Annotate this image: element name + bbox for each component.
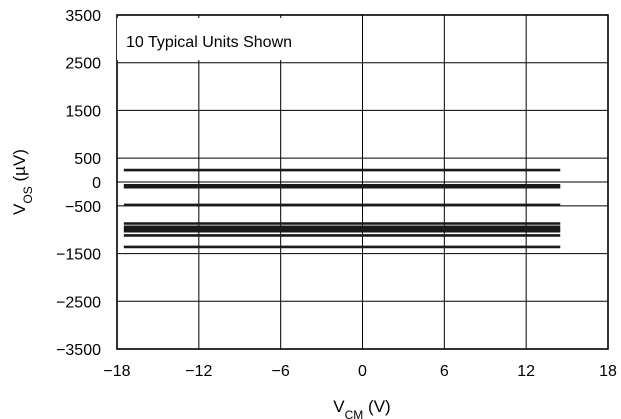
y-axis-title-main: V [10, 203, 29, 215]
y-tick-label: 1500 [65, 103, 101, 120]
y-tick-label: −500 [65, 199, 101, 216]
series-lines [123, 168, 561, 249]
x-tick-label: 0 [358, 363, 367, 380]
x-axis-title-sub: CM [345, 408, 364, 419]
y-tick-label: 500 [74, 151, 101, 168]
x-tick-label: 18 [599, 363, 617, 380]
x-axis-title-main: V [333, 397, 345, 416]
y-tick-labels: 3500 2500 1500 500 0 −500 −1500 −2500 −3500 [56, 8, 101, 359]
y-tick-label: −2500 [56, 294, 101, 311]
y-axis-title-sub: OS [21, 186, 35, 203]
x-tick-label: −18 [103, 363, 130, 380]
x-axis-title-suffix: (V) [363, 397, 390, 416]
y-tick-label: −3500 [56, 342, 101, 359]
y-tick-label: 0 [92, 175, 101, 192]
x-tick-label: −6 [272, 363, 290, 380]
plot-frame [116, 14, 609, 350]
x-tick-label: 6 [440, 363, 449, 380]
y-axis-title-suffix: (µV) [10, 149, 29, 186]
annotation-text: 10 Typical Units Shown [126, 34, 292, 51]
x-tick-labels: −18 −12 −6 0 6 12 18 [103, 363, 617, 380]
x-tick-label: −12 [185, 363, 212, 380]
y-axis-title: VOS (µV) [10, 149, 35, 215]
y-tick-label: 3500 [65, 8, 101, 25]
y-tick-label: 2500 [65, 56, 101, 73]
x-axis-title: VCM (V) [333, 397, 390, 419]
x-tick-label: 12 [517, 363, 535, 380]
y-tick-label: −1500 [56, 247, 101, 264]
annotation-box [117, 18, 335, 60]
